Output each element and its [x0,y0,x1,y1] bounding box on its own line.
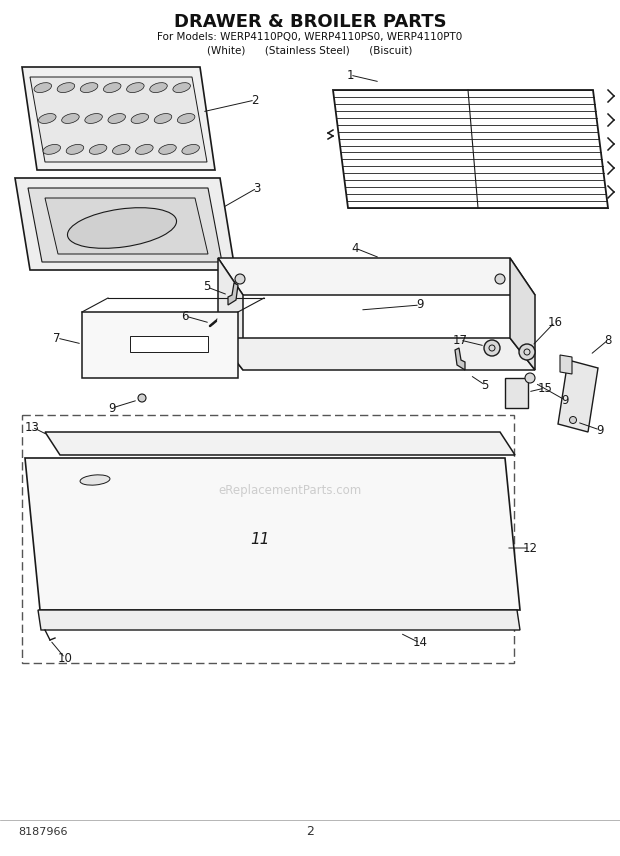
Text: 5: 5 [203,281,211,294]
Ellipse shape [43,145,61,154]
Text: 8187966: 8187966 [18,827,68,837]
Bar [95,438,115,448]
Polygon shape [130,336,208,352]
Polygon shape [25,458,520,610]
Polygon shape [560,355,572,374]
Text: 11: 11 [250,532,270,548]
Polygon shape [28,188,222,262]
Polygon shape [38,610,520,630]
Ellipse shape [81,83,98,92]
Circle shape [525,373,535,383]
Ellipse shape [108,114,125,123]
Text: 14: 14 [412,637,428,650]
Text: 9: 9 [561,394,569,407]
Text: 17: 17 [453,334,467,347]
Text: (White)      (Stainless Steel)      (Biscuit): (White) (Stainless Steel) (Biscuit) [207,45,413,55]
Ellipse shape [57,83,75,92]
Text: 1: 1 [346,68,354,81]
Circle shape [570,417,577,424]
Ellipse shape [112,145,130,154]
Text: 12: 12 [523,542,538,555]
Ellipse shape [66,145,84,154]
Text: 8: 8 [604,334,612,347]
Ellipse shape [61,114,79,123]
Ellipse shape [126,83,144,92]
Circle shape [138,394,146,402]
Ellipse shape [136,145,153,154]
Ellipse shape [154,114,172,123]
Polygon shape [45,198,208,254]
Circle shape [519,344,535,360]
Polygon shape [218,258,535,295]
Text: 13: 13 [25,420,40,433]
Ellipse shape [89,145,107,154]
Ellipse shape [149,83,167,92]
Text: 2: 2 [251,93,259,106]
Polygon shape [45,432,515,455]
Polygon shape [218,338,535,370]
Text: 7: 7 [53,331,61,344]
Circle shape [235,274,245,284]
Polygon shape [558,360,598,432]
Text: 6: 6 [181,310,188,323]
Text: 4: 4 [352,241,359,254]
Ellipse shape [159,145,176,154]
Text: 2: 2 [306,825,314,838]
Polygon shape [15,178,235,270]
Polygon shape [218,258,243,370]
Bar [112,438,132,448]
Text: For Models: WERP4110PQ0, WERP4110PS0, WERP4110PT0: For Models: WERP4110PQ0, WERP4110PS0, WE… [157,32,463,42]
Polygon shape [82,312,238,378]
Polygon shape [30,77,207,162]
Ellipse shape [182,145,200,154]
Text: DRAWER & BROILER PARTS: DRAWER & BROILER PARTS [174,13,446,31]
Polygon shape [505,378,528,408]
Polygon shape [22,67,215,170]
Ellipse shape [38,114,56,123]
Text: 3: 3 [254,181,260,194]
Circle shape [484,340,500,356]
Ellipse shape [177,114,195,123]
Ellipse shape [131,114,149,123]
Bar [22,415,514,663]
Polygon shape [510,258,535,370]
Text: 9: 9 [416,299,423,312]
Polygon shape [455,348,465,370]
Text: eReplacementParts.com: eReplacementParts.com [218,484,361,496]
Ellipse shape [34,83,51,92]
Text: 9: 9 [596,424,604,437]
Ellipse shape [85,114,102,123]
Text: 9: 9 [108,401,116,414]
Ellipse shape [80,475,110,485]
Circle shape [495,274,505,284]
Text: 5: 5 [481,378,489,391]
Text: 16: 16 [547,316,562,329]
Text: 15: 15 [538,382,552,395]
Polygon shape [228,283,238,305]
Ellipse shape [173,83,190,92]
Text: 10: 10 [58,651,73,664]
Ellipse shape [104,83,121,92]
Ellipse shape [68,208,177,248]
